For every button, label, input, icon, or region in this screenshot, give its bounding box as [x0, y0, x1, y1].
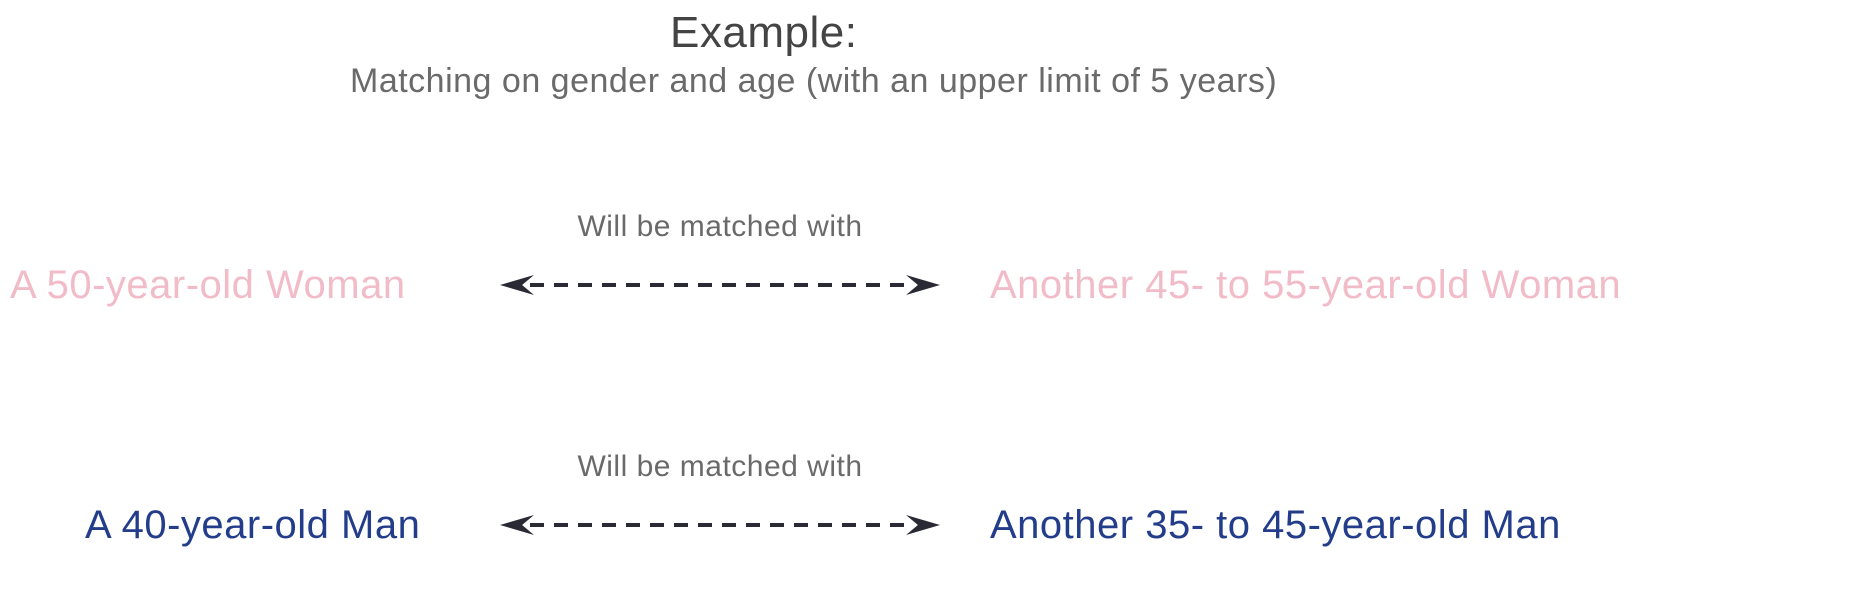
row1-right-label: Another 35- to 45-year-old Man	[990, 503, 1561, 548]
row0-right-label: Another 45- to 55-year-old Woman	[990, 263, 1621, 308]
diagram-canvas: Example: Matching on gender and age (wit…	[0, 0, 1869, 602]
double-arrow-icon	[500, 271, 940, 299]
double-arrow-icon	[500, 511, 940, 539]
row1-arrow-label: Will be matched with	[500, 450, 940, 484]
row0-arrow-label: Will be matched with	[500, 210, 940, 244]
diagram-subtitle: Matching on gender and age (with an uppe…	[350, 62, 1277, 101]
row1-left-label: A 40-year-old Man	[85, 503, 420, 548]
row0-left-label: A 50-year-old Woman	[10, 263, 406, 308]
diagram-title: Example:	[670, 8, 857, 58]
